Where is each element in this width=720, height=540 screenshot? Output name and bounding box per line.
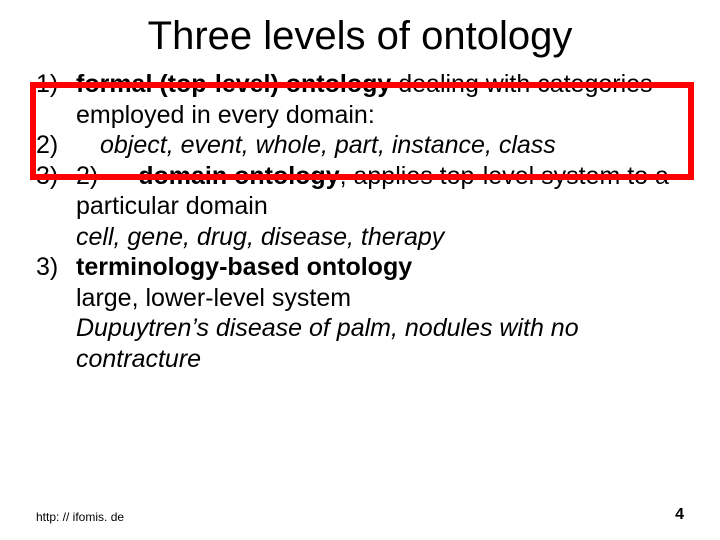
slide: Three levels of ontology 1) formal (top-… [0, 0, 720, 540]
list-row: 3) terminology-based ontology [36, 252, 684, 283]
list-content: object, event, whole, part, instance, cl… [76, 130, 684, 161]
list-row: 3) 2)domain ontology, applies top-level … [36, 161, 684, 222]
bold-text: terminology-based ontology [76, 252, 684, 283]
inner-marker: 2) [76, 162, 98, 190]
bold-text: formal (top-level) ontology [76, 70, 391, 98]
plain-text: large, lower-level system [76, 283, 684, 314]
list-row: Dupuytren’s disease of palm, nodules wit… [36, 313, 684, 374]
list-marker: 2) [36, 130, 76, 161]
bold-text: domain ontology [138, 162, 339, 190]
list-row: 1) formal (top-level) ontology dealing w… [36, 69, 684, 130]
page-number: 4 [675, 506, 684, 524]
slide-title: Three levels of ontology [0, 0, 720, 69]
list-marker: 3) [36, 252, 76, 283]
list-content: 2)domain ontology, applies top-level sys… [76, 161, 684, 222]
list-marker: 1) [36, 69, 76, 100]
slide-body: 1) formal (top-level) ontology dealing w… [0, 69, 720, 374]
list-content: formal (top-level) ontology dealing with… [76, 69, 684, 130]
list-row: cell, gene, drug, disease, therapy [36, 222, 684, 253]
list-row: 2) object, event, whole, part, instance,… [36, 130, 684, 161]
footer-url: http: // ifomis. de [36, 510, 124, 524]
italic-text: cell, gene, drug, disease, therapy [76, 222, 684, 253]
list-row: large, lower-level system [36, 283, 684, 314]
list-marker: 3) [36, 161, 76, 192]
italic-text: object, event, whole, part, instance, cl… [100, 131, 556, 159]
slide-footer: http: // ifomis. de 4 [36, 506, 684, 524]
italic-text: Dupuytren’s disease of palm, nodules wit… [76, 313, 684, 374]
